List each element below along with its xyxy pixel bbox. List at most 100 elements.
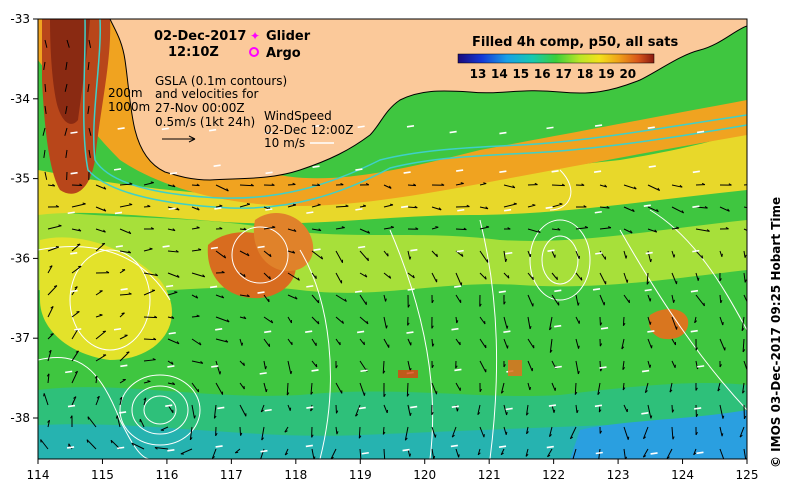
- gsla-line1: GSLA (0.1m contours): [155, 74, 287, 88]
- velocity-arrow: [548, 426, 553, 437]
- velocity-arrowhead: [500, 452, 504, 456]
- velocity-arrow: [143, 316, 157, 319]
- velocity-arrowhead: [501, 390, 504, 394]
- velocity-arrowhead: [739, 434, 743, 438]
- wind-dash: [641, 369, 650, 373]
- velocity-arrow: [527, 338, 535, 349]
- yellow-eddies: [40, 237, 172, 360]
- velocity-arrowhead: [47, 419, 50, 423]
- velocity-arrowhead: [722, 415, 725, 419]
- wind-dash: [690, 289, 699, 293]
- wind-dash: [592, 288, 601, 291]
- velocity-arrow: [311, 272, 317, 280]
- wind-dash: [70, 251, 78, 255]
- velocity-arrowhead: [74, 370, 78, 374]
- velocity-arrowhead: [697, 277, 700, 281]
- velocity-arrowhead: [265, 366, 267, 370]
- velocity-arrow: [623, 448, 626, 459]
- velocity-arrow: [287, 204, 297, 208]
- velocity-arrow: [743, 184, 747, 186]
- velocity-arrowhead: [507, 275, 510, 279]
- velocity-arrow: [44, 105, 47, 114]
- wind-line3: 10 m/s: [264, 136, 305, 150]
- velocity-arrow: [383, 272, 391, 279]
- velocity-arrow: [646, 272, 649, 285]
- velocity-arrowhead: [344, 298, 347, 302]
- velocity-arrow: [479, 360, 487, 373]
- velocity-arrowhead: [438, 207, 442, 211]
- map-border: [37, 18, 748, 460]
- glider-legend: Glider: [266, 29, 311, 44]
- velocity-arrow: [598, 448, 601, 459]
- wind-dash: [217, 406, 225, 410]
- wind-dash: [647, 126, 655, 129]
- wind-dash: [554, 365, 562, 369]
- velocity-arrow: [455, 272, 462, 286]
- velocity-arrow: [71, 243, 81, 252]
- velocity-arrow: [623, 206, 635, 213]
- velocity-arrowhead: [172, 382, 176, 385]
- velocity-arrowhead: [46, 373, 50, 377]
- wind-dash: [166, 284, 174, 288]
- velocity-arrow: [154, 447, 169, 450]
- velocity-arrowhead: [155, 273, 159, 277]
- lon-tick-label: 125: [736, 468, 759, 482]
- wind-dash: [265, 208, 273, 211]
- velocity-arrow: [527, 272, 534, 281]
- velocity-arrowhead: [129, 203, 133, 206]
- velocity-arrowhead: [153, 337, 157, 341]
- velocity-arrow: [95, 330, 107, 340]
- wind-dash: [451, 405, 459, 409]
- velocity-arrow: [239, 360, 245, 367]
- velocity-arrow: [479, 226, 490, 230]
- velocity-arrow: [215, 294, 224, 299]
- velocity-arrow: [359, 272, 368, 278]
- velocity-arrow: [239, 272, 246, 278]
- velocity-arrow: [407, 404, 411, 416]
- velocity-arrow: [263, 338, 270, 348]
- velocity-arrowhead: [657, 187, 661, 191]
- argo-marker-icon: [249, 47, 259, 57]
- velocity-arrowhead: [483, 182, 487, 185]
- wind-dash: [599, 366, 607, 369]
- velocity-arrowhead: [725, 227, 729, 230]
- velocity-arrow: [160, 426, 169, 431]
- wind-dash: [115, 245, 123, 248]
- velocity-arrow: [335, 382, 343, 394]
- credit-text: © IMOS 03-Dec-2017 09:25 Hobart Time: [769, 197, 783, 468]
- velocity-arrow: [455, 294, 462, 304]
- wind-dash: [113, 168, 122, 171]
- lon-tick-label: 123: [607, 468, 630, 482]
- wind-dash: [70, 289, 78, 293]
- velocity-arrow: [88, 39, 92, 48]
- lon-tick-label: 121: [478, 468, 501, 482]
- velocity-arrow: [95, 354, 107, 362]
- velocity-arrow: [743, 272, 746, 283]
- velocity-arrowhead: [578, 345, 580, 349]
- velocity-arrow: [431, 338, 434, 347]
- velocity-arrow: [743, 228, 747, 231]
- velocity-arrow: [503, 426, 507, 435]
- velocity-arrow: [71, 350, 79, 362]
- wind-dash: [594, 404, 603, 408]
- velocity-arrow: [239, 184, 254, 187]
- velocity-arrowhead: [672, 436, 675, 440]
- velocity-arrow: [666, 448, 673, 459]
- velocity-arrowhead: [270, 320, 274, 324]
- velocity-arrow: [623, 426, 629, 440]
- velocity-arrowhead: [599, 322, 603, 326]
- velocity-arrow: [191, 338, 202, 346]
- velocity-arrow: [191, 404, 195, 419]
- velocity-arrowhead: [128, 230, 132, 234]
- velocity-arrow: [669, 382, 673, 393]
- velocity-arrow: [189, 426, 193, 440]
- velocity-arrow: [407, 184, 416, 187]
- velocity-arrow: [287, 316, 292, 324]
- velocity-arrow: [191, 227, 200, 230]
- velocity-arrow: [479, 206, 489, 210]
- wind-dash: [547, 249, 555, 252]
- velocity-arrow: [647, 294, 651, 302]
- velocity-arrowhead: [607, 226, 612, 229]
- velocity-arrow: [167, 184, 176, 188]
- velocity-arrow: [383, 404, 388, 414]
